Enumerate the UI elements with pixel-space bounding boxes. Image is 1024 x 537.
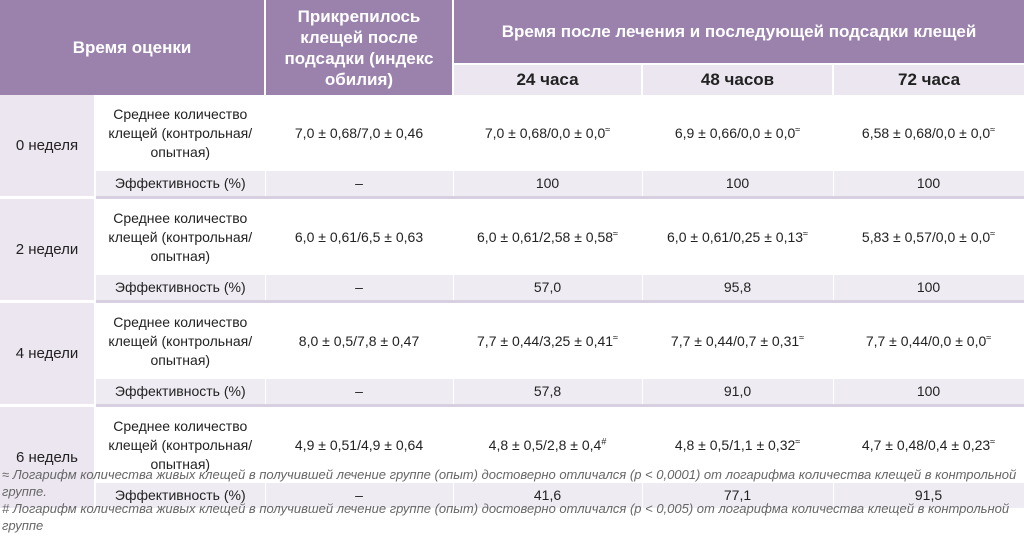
table-row: Эффективность (%) – 57,0 95,8 100 — [0, 275, 1024, 302]
header-24-hours: 24 часа — [453, 63, 644, 95]
week-cell: 4 недели — [0, 300, 96, 406]
attached-value: 7,0 ± 0,68/7,0 ± 0,46 — [265, 95, 454, 171]
efficacy-attached: – — [265, 483, 454, 508]
footnote-approx: ≈ Логарифм количества живых клещей в пол… — [2, 467, 1017, 499]
table-row: 2 недели Среднее количество клещей (конт… — [0, 196, 1024, 302]
header-72-hours: 72 часа — [833, 63, 1024, 95]
efficacy-attached: – — [265, 379, 454, 406]
value-24h: 6,0 ± 0,61/2,58 ± 0,58≈ — [453, 196, 643, 275]
value-72h: 4,7 ± 0,48/0,4 ± 0,23≈ — [833, 404, 1024, 483]
table-row: Эффективность (%) – 41,6 77,1 91,5 — [0, 483, 1024, 508]
efficacy-attached: – — [265, 171, 454, 198]
value-24h: 7,0 ± 0,68/0,0 ± 0,0≈ — [453, 95, 643, 171]
efficacy-attached: – — [265, 275, 454, 302]
header-48-hours: 48 часов — [642, 63, 835, 95]
footnote-hash: # Логарифм количества живых клещей в пол… — [2, 501, 1010, 533]
significance-mark: ≈ — [613, 331, 618, 342]
table-row: 0 неделя Среднее количество клещей (конт… — [0, 95, 1024, 198]
efficacy-72h: 100 — [833, 171, 1024, 198]
table-row: Эффективность (%) – 57,8 91,0 100 — [0, 379, 1024, 406]
week-cell: 0 неделя — [0, 95, 96, 198]
mean-count-label: Среднее количество клещей (контрольная/о… — [95, 404, 266, 483]
value-72h: 6,58 ± 0,68/0,0 ± 0,0≈ — [833, 95, 1024, 171]
significance-mark: ≈ — [605, 123, 611, 134]
value-72h: 5,83 ± 0,57/0,0 ± 0,0≈ — [833, 196, 1024, 275]
efficacy-48h: 95,8 — [642, 275, 834, 302]
significance-mark: ≈ — [990, 123, 996, 134]
efficacy-72h: 91,5 — [833, 483, 1024, 508]
header-time-after-treatment: Время после лечения и последующей подсад… — [453, 0, 1024, 64]
efficacy-24h: 57,0 — [453, 275, 643, 302]
efficacy-48h: 91,0 — [642, 379, 834, 406]
value-24h: 7,7 ± 0,44/3,25 ± 0,41≈ — [453, 300, 643, 379]
value-48h: 4,8 ± 0,5/1,1 ± 0,32≈ — [642, 404, 834, 483]
header-attached-mites: Прикрепилось клещей после подсадки (инде… — [265, 0, 455, 95]
significance-mark: # — [601, 435, 607, 446]
efficacy-48h: 77,1 — [642, 483, 834, 508]
attached-value: 4,9 ± 0,51/4,9 ± 0,64 — [265, 404, 454, 483]
week-cell: 6 недель — [0, 404, 96, 508]
efficacy-24h: 41,6 — [453, 483, 643, 508]
efficacy-72h: 100 — [833, 275, 1024, 302]
mite-efficacy-table: Время оценки Прикрепилось клещей после п… — [0, 0, 1024, 508]
significance-mark: ≈ — [795, 435, 801, 446]
value-48h: 6,9 ± 0,66/0,0 ± 0,0≈ — [642, 95, 834, 171]
significance-mark: ≈ — [990, 227, 996, 238]
mean-count-label: Среднее количество клещей (контрольная/о… — [95, 196, 266, 275]
table-row: 6 недель Среднее количество клещей (конт… — [0, 404, 1024, 508]
significance-mark: ≈ — [803, 227, 808, 238]
week-cell: 2 недели — [0, 196, 96, 302]
significance-mark: ≈ — [799, 331, 805, 342]
efficacy-24h: 100 — [453, 171, 643, 198]
efficacy-label: Эффективность (%) — [95, 483, 266, 508]
mean-count-label: Среднее количество клещей (контрольная/о… — [95, 95, 266, 171]
attached-value: 8,0 ± 0,5/7,8 ± 0,47 — [265, 300, 454, 379]
table-row: 4 недели Среднее количество клещей (конт… — [0, 300, 1024, 406]
attached-value: 6,0 ± 0,61/6,5 ± 0,63 — [265, 196, 454, 275]
significance-mark: ≈ — [613, 227, 618, 238]
value-72h: 7,7 ± 0,44/0,0 ± 0,0≈ — [833, 300, 1024, 379]
header-time-of-assessment: Время оценки — [0, 0, 267, 95]
efficacy-label: Эффективность (%) — [95, 275, 266, 302]
value-24h: 4,8 ± 0,5/2,8 ± 0,4# — [453, 404, 643, 483]
efficacy-72h: 100 — [833, 379, 1024, 406]
efficacy-48h: 100 — [642, 171, 834, 198]
mean-count-label: Среднее количество клещей (контрольная/о… — [95, 300, 266, 379]
efficacy-label: Эффективность (%) — [95, 379, 266, 406]
value-48h: 6,0 ± 0,61/0,25 ± 0,13≈ — [642, 196, 834, 275]
value-48h: 7,7 ± 0,44/0,7 ± 0,31≈ — [642, 300, 834, 379]
significance-mark: ≈ — [990, 435, 996, 446]
significance-mark: ≈ — [986, 331, 992, 342]
significance-mark: ≈ — [795, 123, 801, 134]
footnotes: ≈ Логарифм количества живых клещей в пол… — [2, 466, 1017, 534]
table-row: Эффективность (%) – 100 100 100 — [0, 171, 1024, 198]
efficacy-label: Эффективность (%) — [95, 171, 266, 198]
efficacy-24h: 57,8 — [453, 379, 643, 406]
